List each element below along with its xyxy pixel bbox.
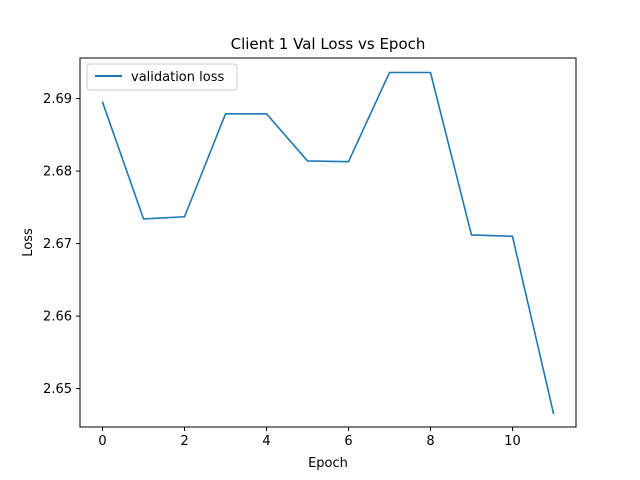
legend-box [86, 63, 238, 91]
x-tick-label: 2 [180, 434, 188, 449]
x-tick-label: 0 [98, 434, 106, 449]
x-tick-label: 10 [504, 434, 521, 449]
y-axis: 2.65 2.66 2.67 2.68 2.69 [43, 92, 80, 397]
y-tick-label: 2.66 [43, 310, 72, 325]
x-tick-label: 4 [262, 434, 270, 449]
x-tick-label: 8 [426, 434, 434, 449]
y-tick-label: 2.67 [43, 237, 72, 252]
y-tick-label: 2.69 [43, 92, 72, 107]
chart-title: Client 1 Val Loss vs Epoch [231, 35, 426, 53]
legend-label: validation loss [131, 70, 224, 85]
y-tick-label: 2.65 [43, 382, 72, 397]
x-axis: 0 2 4 6 8 10 [98, 427, 521, 449]
plot-area-frame [79, 57, 577, 428]
x-axis-title: Epoch [308, 456, 348, 471]
y-tick-label: 2.68 [43, 165, 72, 180]
y-axis-title: Loss [21, 228, 36, 257]
x-tick-label: 6 [344, 434, 352, 449]
series-line-validation-loss [101, 71, 555, 415]
series-layer [101, 71, 555, 415]
legend: validation loss [86, 63, 238, 91]
